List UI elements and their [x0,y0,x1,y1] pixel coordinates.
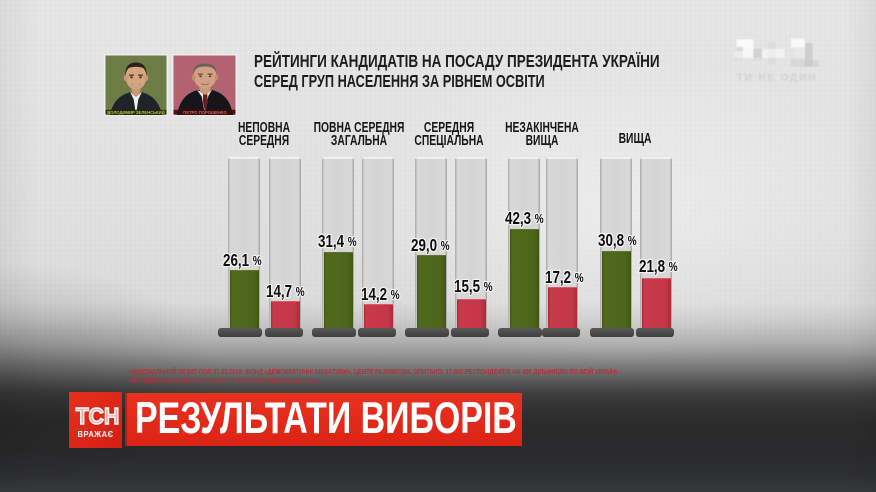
svg-text:ПЕТРО ПОРОШЕНКО: ПЕТРО ПОРОШЕНКО [183,110,227,115]
svg-text:ТИ НЕ ОДИН: ТИ НЕ ОДИН [737,73,818,84]
svg-text:ВОЛОДИМИР ЗЕЛЕНСЬКИЙ: ВОЛОДИМИР ЗЕЛЕНСЬКИЙ [107,110,164,115]
